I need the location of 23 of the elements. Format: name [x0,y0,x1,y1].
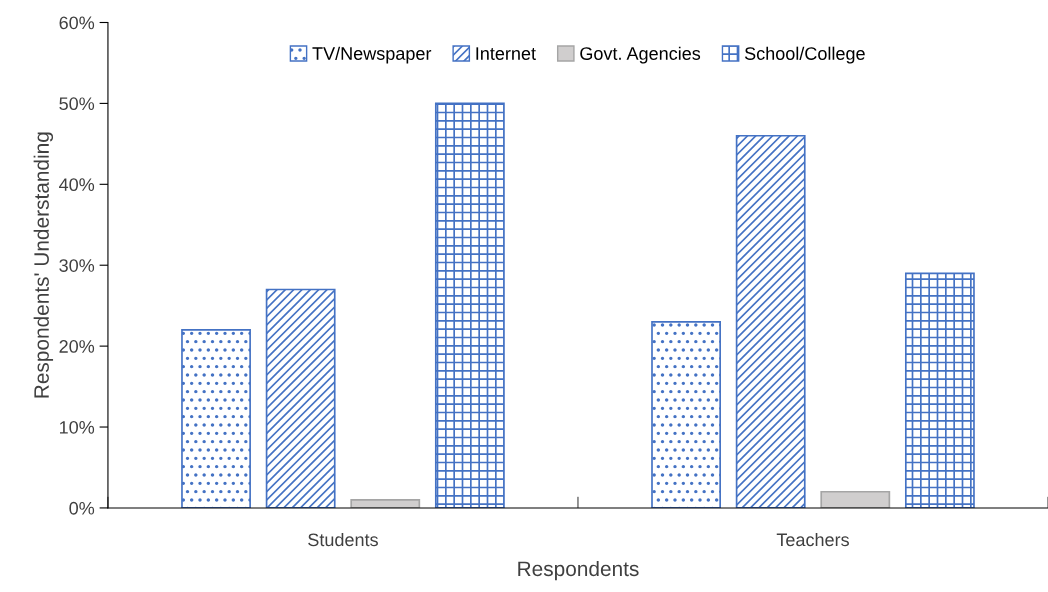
legend-label: Govt. Agencies [580,46,701,64]
bar [820,490,891,508]
y-tick-label: 20% [59,340,95,353]
x-axis-title: Respondents [518,560,639,581]
y-tick-label: 0% [69,501,95,515]
x-tick-label: Teachers [776,532,849,547]
y-tick-label: 10% [59,420,95,434]
legend-label: School/College [744,46,865,64]
x-tick-label: Students [308,532,378,547]
bar [904,272,975,508]
legend-label: TV/Newspaper [312,46,432,64]
legend-label: Internet [476,47,536,60]
y-tick-label: 50% [59,97,95,111]
bar [265,288,336,508]
bar [735,134,806,508]
bar [350,499,421,508]
y-tick-label: 40% [59,178,95,192]
y-tick-label: 60% [59,16,95,30]
bar [181,329,251,508]
bar [434,102,505,508]
bar [651,321,721,508]
y-axis-title: Respondents' Understanding [33,132,54,398]
y-tick-label: 30% [59,259,95,272]
